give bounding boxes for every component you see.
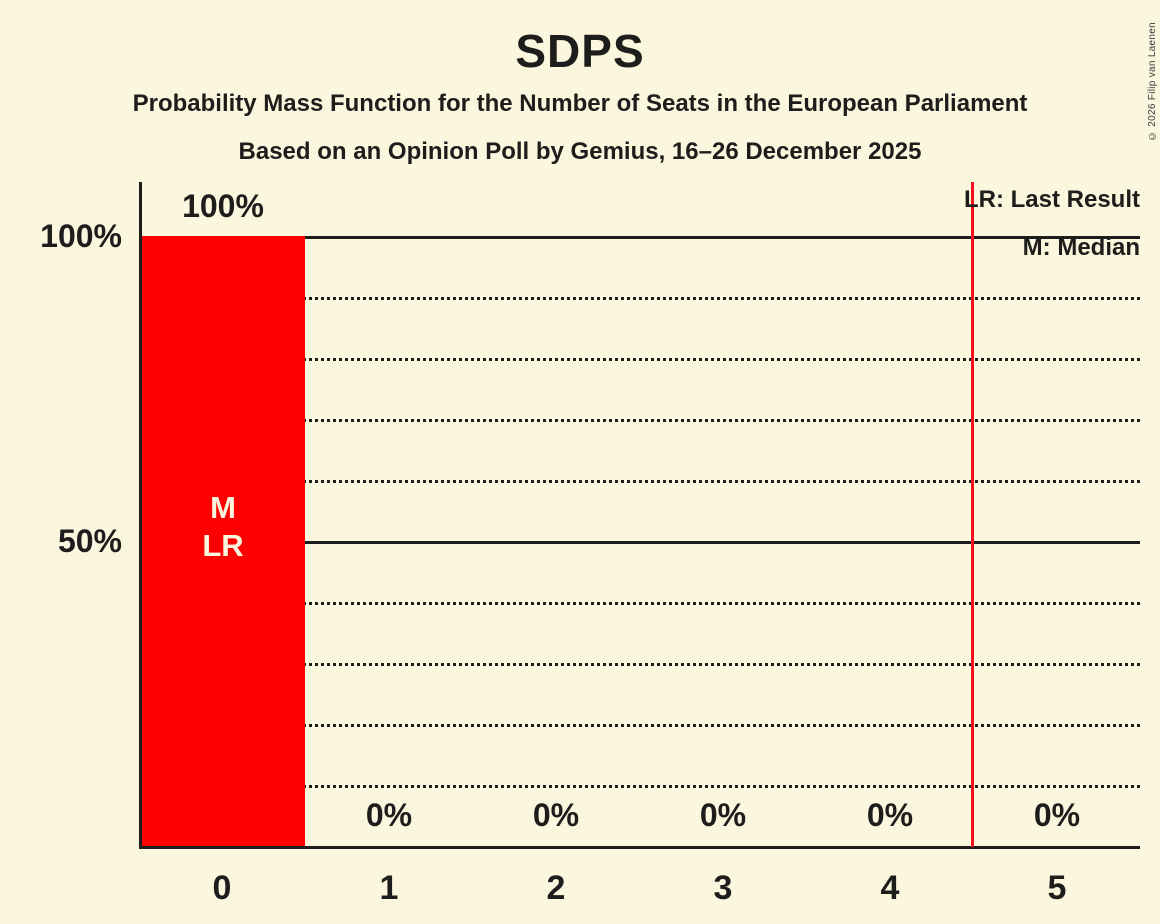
y-tick-label: 50% <box>57 523 122 559</box>
gridline-30pct <box>141 663 1140 666</box>
bar-value-label: 0% <box>532 797 580 833</box>
bar-value-label: 0% <box>699 797 747 833</box>
x-tick-label: 1 <box>379 869 399 907</box>
bar-value-label: 0% <box>365 797 413 833</box>
x-tick-label: 4 <box>880 869 900 907</box>
gridline-80pct <box>141 358 1140 361</box>
chart-title: SDPS <box>515 25 645 77</box>
x-tick-label: 2 <box>546 869 566 907</box>
gridline-40pct <box>141 602 1140 605</box>
bar-seat-0 <box>141 236 305 847</box>
bar-value-label: 0% <box>1033 797 1081 833</box>
y-tick-label: 100% <box>40 218 122 254</box>
gridline-50pct <box>141 541 1140 544</box>
copyright-text: © 2026 Filip van Laenen <box>1147 22 1158 142</box>
gridline-60pct <box>141 480 1140 483</box>
gridline-90pct <box>141 297 1140 300</box>
legend-median: M: Median <box>1022 234 1140 261</box>
x-axis-line <box>139 846 1140 849</box>
x-tick-label: 3 <box>713 869 733 907</box>
bar-value-label: 0% <box>866 797 914 833</box>
gridline-10pct <box>141 785 1140 788</box>
x-tick-label: 5 <box>1047 869 1067 907</box>
threshold-line <box>971 182 974 847</box>
x-tick-label: 0 <box>212 869 232 907</box>
median-marker: M <box>210 490 236 525</box>
last-result-marker: LR <box>202 528 244 563</box>
y-axis-line <box>139 182 142 849</box>
bar-value-label: 100% <box>182 188 264 224</box>
gridline-100pct <box>141 236 1140 239</box>
legend-last-result: LR: Last Result <box>963 186 1140 213</box>
poll-info: Based on an Opinion Poll by Gemius, 16–2… <box>238 138 922 165</box>
gridline-20pct <box>141 724 1140 727</box>
chart-subtitle: Probability Mass Function for the Number… <box>132 90 1028 117</box>
gridline-70pct <box>141 419 1140 422</box>
median-last-result-markers: M LR <box>141 489 305 565</box>
